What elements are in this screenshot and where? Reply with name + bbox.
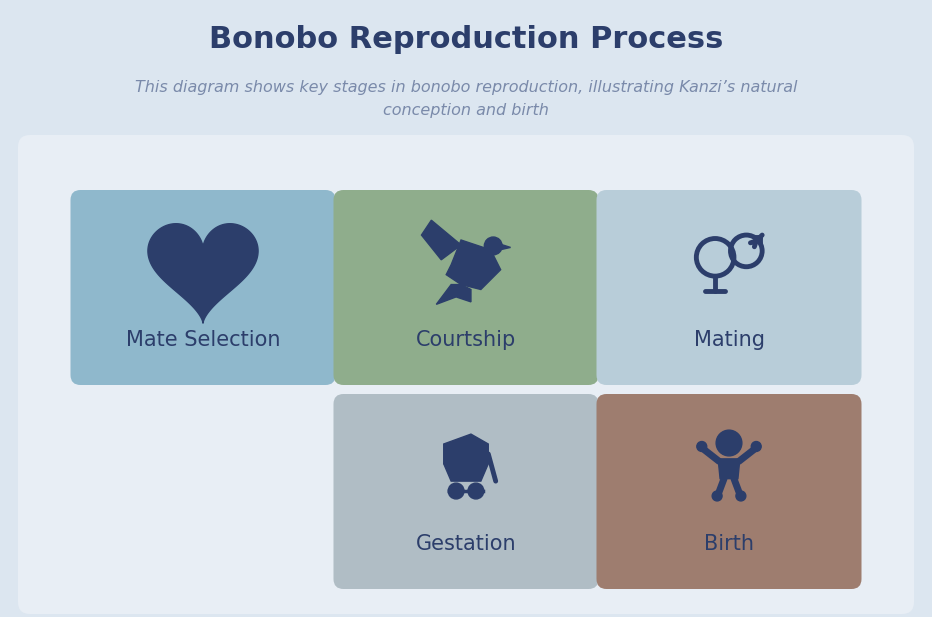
Polygon shape <box>446 240 500 289</box>
Text: Gestation: Gestation <box>416 534 516 554</box>
Circle shape <box>736 491 746 501</box>
FancyBboxPatch shape <box>18 135 914 614</box>
Text: Bonobo Reproduction Process: Bonobo Reproduction Process <box>209 25 723 54</box>
Text: Courtship: Courtship <box>416 330 516 350</box>
Polygon shape <box>436 284 471 304</box>
Text: Birth: Birth <box>704 534 754 554</box>
FancyBboxPatch shape <box>596 394 861 589</box>
Circle shape <box>716 430 742 456</box>
FancyBboxPatch shape <box>334 394 598 589</box>
Text: Mating: Mating <box>693 330 764 350</box>
Circle shape <box>751 442 761 452</box>
FancyBboxPatch shape <box>596 190 861 385</box>
FancyBboxPatch shape <box>71 190 336 385</box>
Polygon shape <box>719 459 740 479</box>
Circle shape <box>485 237 502 255</box>
FancyBboxPatch shape <box>334 190 598 385</box>
Circle shape <box>468 483 484 499</box>
Polygon shape <box>444 464 488 481</box>
Polygon shape <box>148 224 258 323</box>
Circle shape <box>712 491 722 501</box>
Circle shape <box>448 483 464 499</box>
Polygon shape <box>500 244 511 250</box>
Polygon shape <box>421 220 461 260</box>
Circle shape <box>697 442 706 452</box>
Text: Mate Selection: Mate Selection <box>126 330 281 350</box>
Polygon shape <box>444 434 488 464</box>
Text: This diagram shows key stages in bonobo reproduction, illustrating Kanzi’s natur: This diagram shows key stages in bonobo … <box>135 80 797 118</box>
